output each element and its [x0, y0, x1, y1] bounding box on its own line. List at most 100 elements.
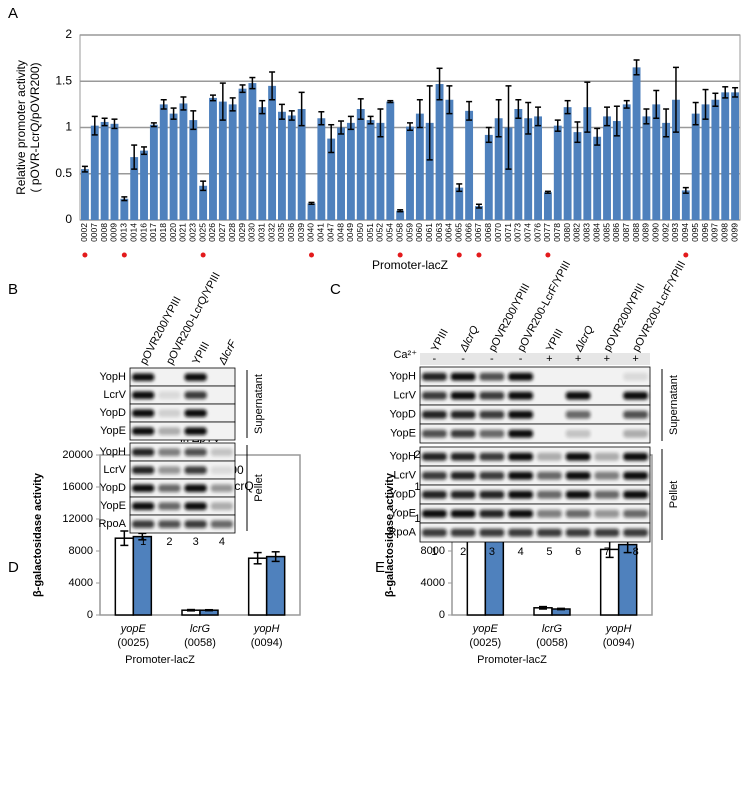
- x-tick-label: lcrG: [190, 623, 211, 635]
- y-tick-label: 12000: [62, 513, 93, 525]
- x-tick-label: 0064: [444, 223, 454, 242]
- y-tick-label: 8000: [421, 545, 445, 557]
- x-tick-label: 0067: [473, 223, 483, 242]
- band: [537, 471, 562, 480]
- row-label: LcrV: [103, 389, 126, 401]
- blot-strip: [129, 421, 236, 441]
- band: [184, 373, 207, 381]
- bar: [140, 150, 148, 220]
- x-tick-label: yopE: [472, 623, 499, 635]
- bar: [652, 104, 661, 220]
- bar: [90, 125, 99, 220]
- band: [210, 466, 233, 474]
- band: [479, 490, 505, 499]
- bar: [494, 118, 503, 220]
- bar: [327, 138, 336, 220]
- condition: +: [604, 353, 610, 365]
- band: [158, 484, 181, 492]
- bar: [169, 113, 178, 220]
- x-tick-label: 0074: [522, 223, 532, 242]
- band: [565, 391, 591, 400]
- lane-label: pOVR200-LcrF/YPIII: [630, 259, 688, 354]
- x-tick-label: 0052: [375, 223, 385, 242]
- lane-number: 3: [193, 536, 199, 548]
- band: [537, 452, 562, 461]
- band: [422, 471, 447, 480]
- highlight-dot: [545, 252, 551, 258]
- condition-label: Ca²⁺: [393, 349, 417, 361]
- row-label: LcrV: [393, 469, 416, 481]
- bar: [622, 104, 631, 220]
- x-tick-id: (0094): [251, 637, 283, 649]
- band: [158, 391, 181, 399]
- bar: [114, 537, 135, 616]
- x-tick-label: 0049: [345, 223, 355, 242]
- band: [479, 372, 505, 381]
- band: [623, 410, 648, 419]
- band: [508, 471, 533, 480]
- bar: [189, 120, 198, 220]
- x-tick-label: yopE: [120, 623, 147, 635]
- band: [623, 429, 648, 438]
- x-tick-label: 0050: [355, 223, 365, 242]
- bar: [662, 122, 671, 220]
- x-axis-label: Promoter-lacZ: [372, 258, 448, 272]
- x-tick-id: (0058): [184, 637, 216, 649]
- bar: [307, 203, 316, 220]
- band: [479, 509, 505, 518]
- bar: [593, 136, 602, 220]
- highlight-dot: [308, 252, 314, 258]
- x-tick-label: 0068: [483, 223, 493, 242]
- row-label: YopD: [99, 482, 126, 494]
- condition-bar: [420, 353, 650, 365]
- x-tick-label: 0054: [385, 223, 395, 242]
- bar: [603, 116, 611, 220]
- bar: [721, 92, 730, 220]
- panel-label: D: [8, 559, 19, 576]
- band: [565, 528, 591, 537]
- x-axis-label: Promoter-lacZ: [477, 654, 547, 666]
- bar: [238, 88, 247, 221]
- x-tick-label: 0083: [582, 223, 592, 242]
- row-label: RpoA: [98, 518, 126, 530]
- y-tick-label: 8000: [69, 545, 93, 557]
- band: [479, 471, 505, 480]
- band: [594, 509, 620, 518]
- x-tick-label: 0070: [493, 223, 503, 242]
- band: [158, 427, 181, 435]
- x-tick-label: 0017: [148, 223, 158, 242]
- band: [184, 466, 207, 474]
- row-label: YopH: [389, 450, 416, 462]
- lane-number: 4: [518, 546, 524, 558]
- x-tick-label: 0007: [89, 223, 99, 242]
- x-tick-label: 0029: [237, 223, 247, 242]
- lane-number: 4: [219, 536, 225, 548]
- band: [210, 502, 233, 510]
- band: [565, 471, 591, 480]
- band: [450, 471, 476, 480]
- band: [450, 509, 476, 518]
- highlight-dot: [397, 252, 403, 258]
- band: [508, 391, 533, 400]
- band: [565, 509, 591, 518]
- band: [623, 528, 648, 537]
- band: [508, 410, 533, 419]
- row-label: YopD: [99, 407, 126, 419]
- condition: -: [461, 353, 465, 365]
- bar: [258, 107, 267, 220]
- band: [422, 410, 447, 419]
- lane-number: 8: [633, 546, 639, 558]
- group-label: Supernatant: [668, 375, 680, 435]
- band: [184, 448, 207, 456]
- condition: +: [546, 353, 552, 365]
- x-tick-id: (0058): [536, 637, 568, 649]
- bar: [386, 101, 395, 220]
- blot-strip: [419, 423, 651, 444]
- band: [450, 490, 476, 499]
- x-tick-label: 0080: [562, 223, 572, 242]
- band: [450, 391, 476, 400]
- band: [132, 409, 155, 417]
- y-tick-label: 0: [65, 212, 72, 226]
- band: [508, 452, 533, 461]
- x-tick-label: 0073: [513, 223, 523, 242]
